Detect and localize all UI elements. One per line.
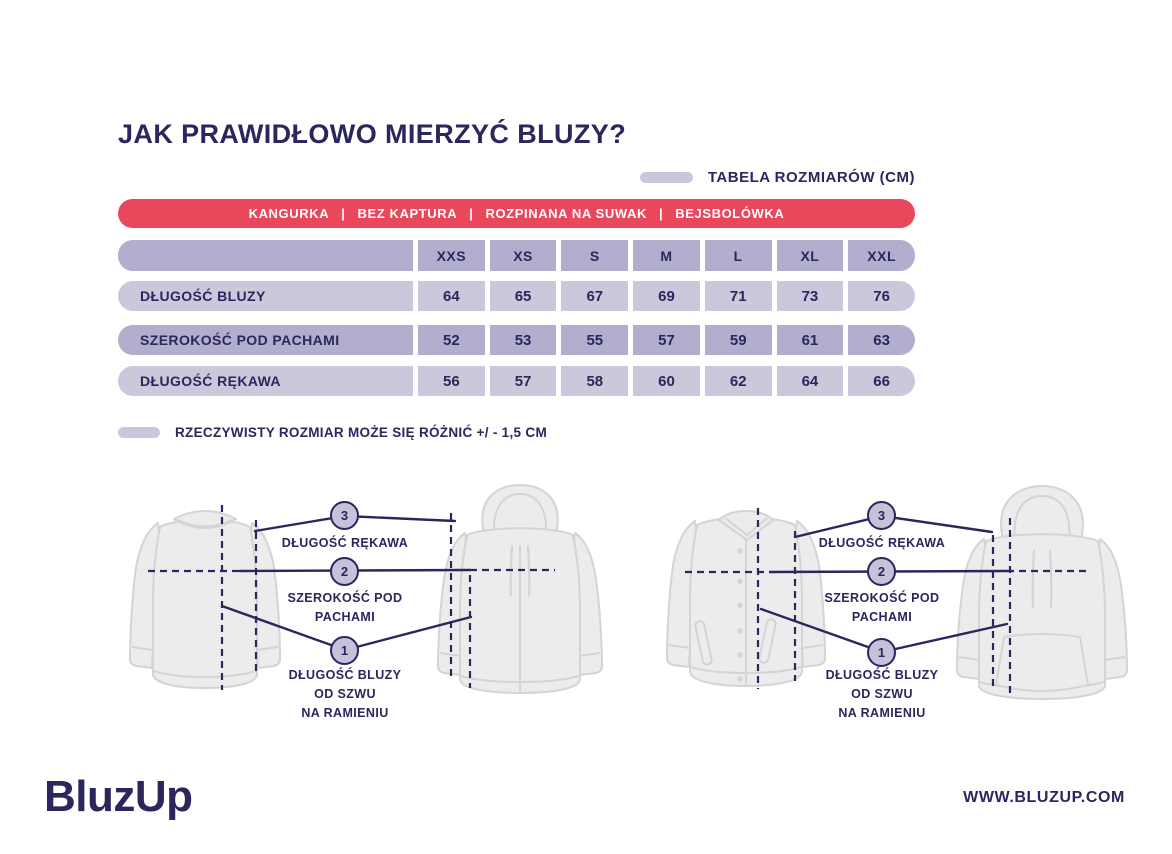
size-cell: 67	[561, 281, 629, 311]
label-line: NA RAMIENIU	[838, 705, 926, 720]
label-line: PACHAMI	[314, 609, 376, 624]
measurement-badge-3: 3	[330, 501, 359, 530]
size-cell: 55	[561, 325, 629, 355]
measurement-label-1: DŁUGOŚĆ BLUZY OD SZWU NA RAMIENIU	[245, 666, 445, 722]
label-line: DŁUGOŚĆ BLUZY	[825, 668, 939, 682]
crewneck-sweatshirt-icon	[129, 510, 281, 689]
size-cell: 64	[418, 281, 485, 311]
table-caption: TABELA ROZMIARÓW (CM)	[707, 169, 915, 186]
banner-item: ROZPINANA NA SUWAK	[485, 206, 647, 221]
measurement-label-3: DŁUGOŚĆ RĘKAWA	[245, 534, 445, 553]
size-cell: 59	[704, 325, 772, 355]
size-cell: 71	[704, 281, 772, 311]
banner-separator: |	[658, 206, 664, 221]
measurement-diagram-right: 3 2 1 DŁUGOŚĆ RĘKAWA SZEROKOŚĆ POD PACHA…	[655, 483, 1135, 738]
diagram-left-drawing	[129, 484, 603, 694]
row-label: DŁUGOŚĆ BLUZY	[118, 281, 413, 311]
tolerance-note: RZECZYWISTY ROZMIAR MOŻE SIĘ RÓŻNIĆ +/ -…	[175, 425, 547, 440]
size-cell: 64	[776, 366, 844, 396]
brand-logo: BluzUp	[44, 772, 193, 821]
size-column-header: XXS	[418, 240, 485, 271]
website-url: WWW.BLUZUP.COM	[963, 789, 1125, 806]
diagram-right-drawing	[666, 485, 1128, 700]
pullover-hoodie-icon	[956, 485, 1128, 700]
size-cell: 73	[776, 281, 844, 311]
size-cell: 66	[848, 366, 915, 396]
size-table-header-row: XXS XS S M L XL XXL	[118, 240, 915, 271]
caption-pill-decoration	[639, 172, 693, 183]
banner-item: KANGURKA	[248, 206, 330, 221]
category-banner: KANGURKA | BEZ KAPTURA | ROZPINANA NA SU…	[118, 199, 915, 228]
size-cell: 58	[561, 366, 629, 396]
measurement-label-1: DŁUGOŚĆ BLUZY OD SZWU NA RAMIENIU	[782, 666, 982, 722]
banner-separator: |	[341, 206, 346, 221]
banner-separator: |	[469, 206, 474, 221]
banner-item: BEZ KAPTURA	[357, 206, 458, 221]
measurement-diagram-left: 3 2 1 DŁUGOŚĆ RĘKAWA SZEROKOŚĆ POD PACHA…	[118, 483, 608, 738]
size-cell: 76	[848, 281, 915, 311]
size-cell: 69	[633, 281, 700, 311]
size-cell: 61	[776, 325, 844, 355]
banner-item: BEJSBOLÓWKA	[675, 206, 785, 221]
table-row: SZEROKOŚĆ POD PACHAMI 52 53 55 57 59 61 …	[118, 325, 915, 355]
measurement-badge-2: 2	[330, 557, 359, 586]
label-line: DŁUGOŚĆ RĘKAWA	[281, 536, 409, 550]
tolerance-note-row: RZECZYWISTY ROZMIAR MOŻE SIĘ RÓŻNIĆ +/ -…	[118, 425, 547, 440]
measurement-badge-2: 2	[867, 557, 896, 586]
size-column-header: L	[704, 240, 772, 271]
row-label: SZEROKOŚĆ POD PACHAMI	[118, 325, 413, 355]
measurement-label-2: SZEROKOŚĆ POD PACHAMI	[245, 589, 445, 627]
zip-hoodie-icon	[437, 484, 603, 694]
size-cell: 52	[418, 325, 485, 355]
row-label: DŁUGOŚĆ RĘKAWA	[118, 366, 413, 396]
size-column-header: S	[561, 240, 629, 271]
table-caption-row: TABELA ROZMIARÓW (CM)	[639, 169, 915, 186]
label-line: DŁUGOŚĆ BLUZY	[288, 668, 402, 682]
table-row: DŁUGOŚĆ BLUZY 64 65 67 69 71 73 76	[118, 281, 915, 311]
baseball-jacket-icon	[666, 510, 826, 687]
measurement-badge-3: 3	[867, 501, 896, 530]
measurement-badge-1: 1	[867, 638, 896, 667]
measurement-label-3: DŁUGOŚĆ RĘKAWA	[782, 534, 982, 553]
label-line: OD SZWU	[314, 686, 376, 701]
size-cell: 65	[489, 281, 557, 311]
size-cell: 60	[633, 366, 700, 396]
label-line: SZEROKOŚĆ POD	[287, 591, 403, 605]
size-cell: 63	[848, 325, 915, 355]
label-line: NA RAMIENIU	[301, 705, 389, 720]
size-cell: 57	[489, 366, 557, 396]
label-line: OD SZWU	[851, 686, 913, 701]
size-cell: 62	[704, 366, 772, 396]
size-column-header: XL	[776, 240, 844, 271]
size-column-header: M	[633, 240, 700, 271]
note-pill-decoration	[118, 427, 160, 438]
header-spacer-cell	[118, 240, 413, 271]
size-cell: 57	[633, 325, 700, 355]
size-cell: 53	[489, 325, 557, 355]
size-column-header: XXL	[848, 240, 915, 271]
label-line: PACHAMI	[851, 609, 913, 624]
size-cell: 56	[418, 366, 485, 396]
page-title: JAK PRAWIDŁOWO MIERZYĆ BLUZY?	[118, 119, 627, 149]
measurement-label-2: SZEROKOŚĆ POD PACHAMI	[782, 589, 982, 627]
table-row: DŁUGOŚĆ RĘKAWA 56 57 58 60 62 64 66	[118, 366, 915, 396]
label-line: DŁUGOŚĆ RĘKAWA	[818, 536, 946, 550]
measurement-badge-1: 1	[330, 636, 359, 665]
label-line: SZEROKOŚĆ POD	[824, 591, 940, 605]
size-column-header: XS	[489, 240, 557, 271]
